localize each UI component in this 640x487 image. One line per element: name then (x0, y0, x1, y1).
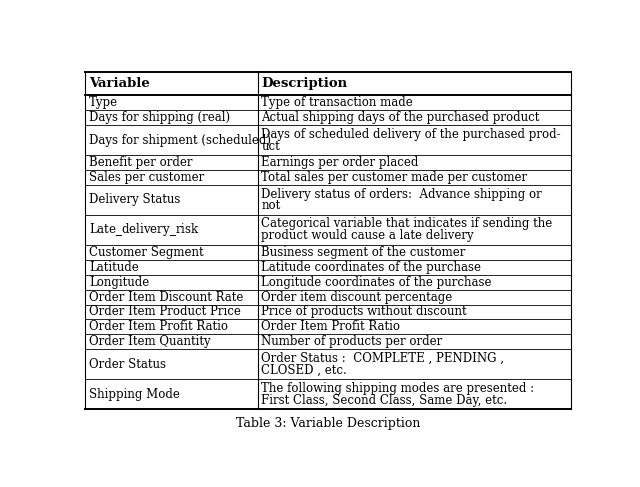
Text: Shipping Mode: Shipping Mode (89, 388, 180, 401)
Text: Number of products per order: Number of products per order (262, 336, 443, 348)
Text: Delivery status of orders:  Advance shipping or: Delivery status of orders: Advance shipp… (262, 187, 542, 201)
Text: Type of transaction made: Type of transaction made (262, 96, 413, 110)
Text: Sales per customer: Sales per customer (89, 171, 204, 184)
Text: Actual shipping days of the purchased product: Actual shipping days of the purchased pr… (262, 112, 540, 124)
Text: Description: Description (262, 77, 348, 90)
Text: Order Item Product Price: Order Item Product Price (89, 305, 241, 318)
Text: Order Status :  COMPLETE , PENDING ,: Order Status : COMPLETE , PENDING , (262, 352, 504, 365)
Text: Table 3: Variable Description: Table 3: Variable Description (236, 417, 420, 430)
Text: Latitude coordinates of the purchase: Latitude coordinates of the purchase (262, 261, 481, 274)
Text: Order Item Quantity: Order Item Quantity (89, 336, 211, 348)
Text: Variable: Variable (89, 77, 150, 90)
Text: Order Status: Order Status (89, 358, 166, 371)
Text: Order Item Discount Rate: Order Item Discount Rate (89, 291, 243, 303)
Text: Delivery Status: Delivery Status (89, 193, 180, 206)
Text: Longitude: Longitude (89, 276, 149, 289)
Text: product would cause a late delivery: product would cause a late delivery (262, 229, 474, 243)
Text: uct: uct (262, 140, 280, 153)
Text: First Class, Second Class, Same Day, etc.: First Class, Second Class, Same Day, etc… (262, 393, 508, 407)
Text: The following shipping modes are presented :: The following shipping modes are present… (262, 382, 534, 394)
Text: Days for shipment (scheduled): Days for shipment (scheduled) (89, 134, 271, 147)
Text: Order Item Profit Ratio: Order Item Profit Ratio (262, 320, 401, 334)
Text: Price of products without discount: Price of products without discount (262, 305, 467, 318)
Text: Late$\_$delivery$\_$risk: Late$\_$delivery$\_$risk (89, 222, 200, 238)
Text: Business segment of the customer: Business segment of the customer (262, 246, 466, 259)
Text: Order Item Profit Ratio: Order Item Profit Ratio (89, 320, 228, 334)
Text: Latitude: Latitude (89, 261, 139, 274)
Text: CLOSED , etc.: CLOSED , etc. (262, 364, 348, 377)
Text: Total sales per customer made per customer: Total sales per customer made per custom… (262, 171, 527, 184)
Text: Longitude coordinates of the purchase: Longitude coordinates of the purchase (262, 276, 492, 289)
Text: Days for shipping (real): Days for shipping (real) (89, 112, 230, 124)
Text: Days of scheduled delivery of the purchased prod-: Days of scheduled delivery of the purcha… (262, 128, 561, 141)
Text: Categorical variable that indicates if sending the: Categorical variable that indicates if s… (262, 217, 553, 230)
Text: Type: Type (89, 96, 118, 110)
Text: Earnings per order placed: Earnings per order placed (262, 156, 419, 169)
Text: Benefit per order: Benefit per order (89, 156, 193, 169)
Text: not: not (262, 200, 281, 212)
Text: Order item discount percentage: Order item discount percentage (262, 291, 452, 303)
Text: Customer Segment: Customer Segment (89, 246, 204, 259)
